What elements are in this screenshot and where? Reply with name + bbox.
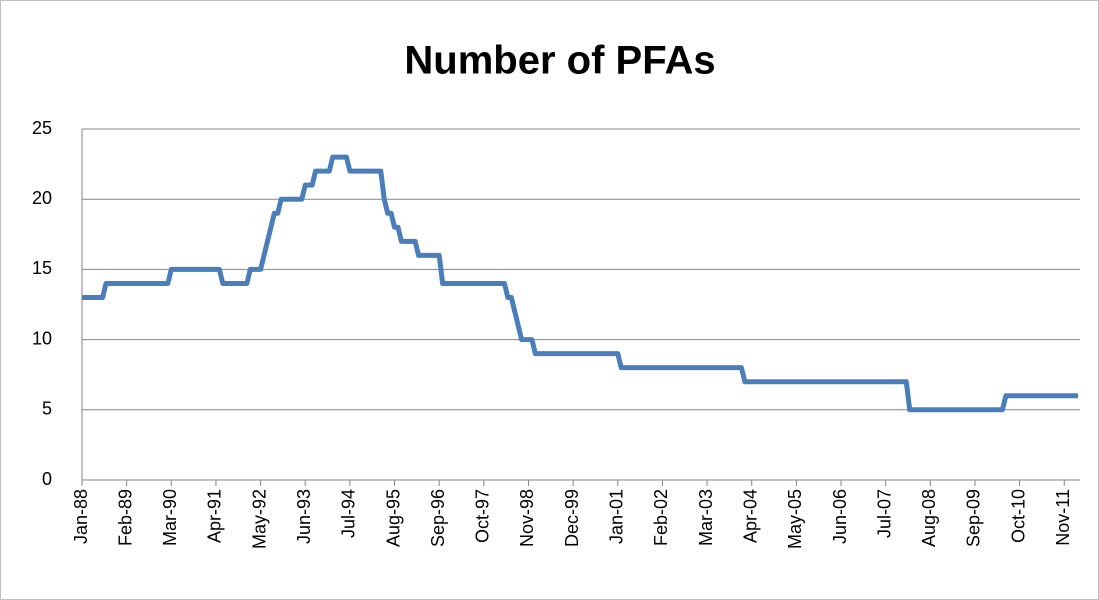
x-tick-label: Jun-06 (830, 489, 850, 544)
x-tick-label: Jan-01 (607, 489, 627, 544)
x-tick-label: Apr-91 (205, 489, 225, 543)
x-tick-label: Jun-93 (294, 489, 314, 544)
x-tick-label: Sep-09 (964, 489, 984, 547)
chart-title: Number of PFAs (404, 39, 715, 83)
y-tick-label: 25 (32, 118, 52, 138)
x-tick-label: Feb-02 (651, 489, 671, 546)
x-tick-label: Dec-99 (562, 489, 582, 547)
x-tick-label: Nov-11 (1053, 489, 1073, 546)
x-tick-label: Jan-88 (71, 489, 91, 544)
data-line (82, 154, 1078, 413)
x-tick-label: Mar-03 (696, 489, 716, 546)
x-tick-label: Jul-07 (874, 489, 894, 538)
y-tick-label: 5 (42, 399, 52, 419)
x-tick-label: Apr-04 (740, 489, 760, 543)
x-tick-label: Aug-95 (383, 489, 403, 547)
x-tick-label: Feb-89 (115, 489, 135, 546)
x-tick-label: Mar-90 (160, 489, 180, 546)
x-tick-label: Nov-98 (517, 489, 537, 547)
y-tick-label: 0 (42, 469, 52, 489)
x-tick-label: May-92 (249, 489, 269, 549)
x-tick-label: Sep-96 (428, 489, 448, 547)
y-tick-label: 15 (32, 258, 52, 278)
x-tick-label: Oct-10 (1008, 489, 1028, 543)
x-tick-label: May-05 (785, 489, 805, 549)
y-tick-label: 10 (32, 328, 52, 348)
x-tick-label: Oct-97 (473, 489, 493, 543)
x-tick-label: Jul-94 (339, 489, 359, 538)
y-tick-label: 20 (32, 188, 52, 208)
x-tick-label: Aug-08 (919, 489, 939, 547)
